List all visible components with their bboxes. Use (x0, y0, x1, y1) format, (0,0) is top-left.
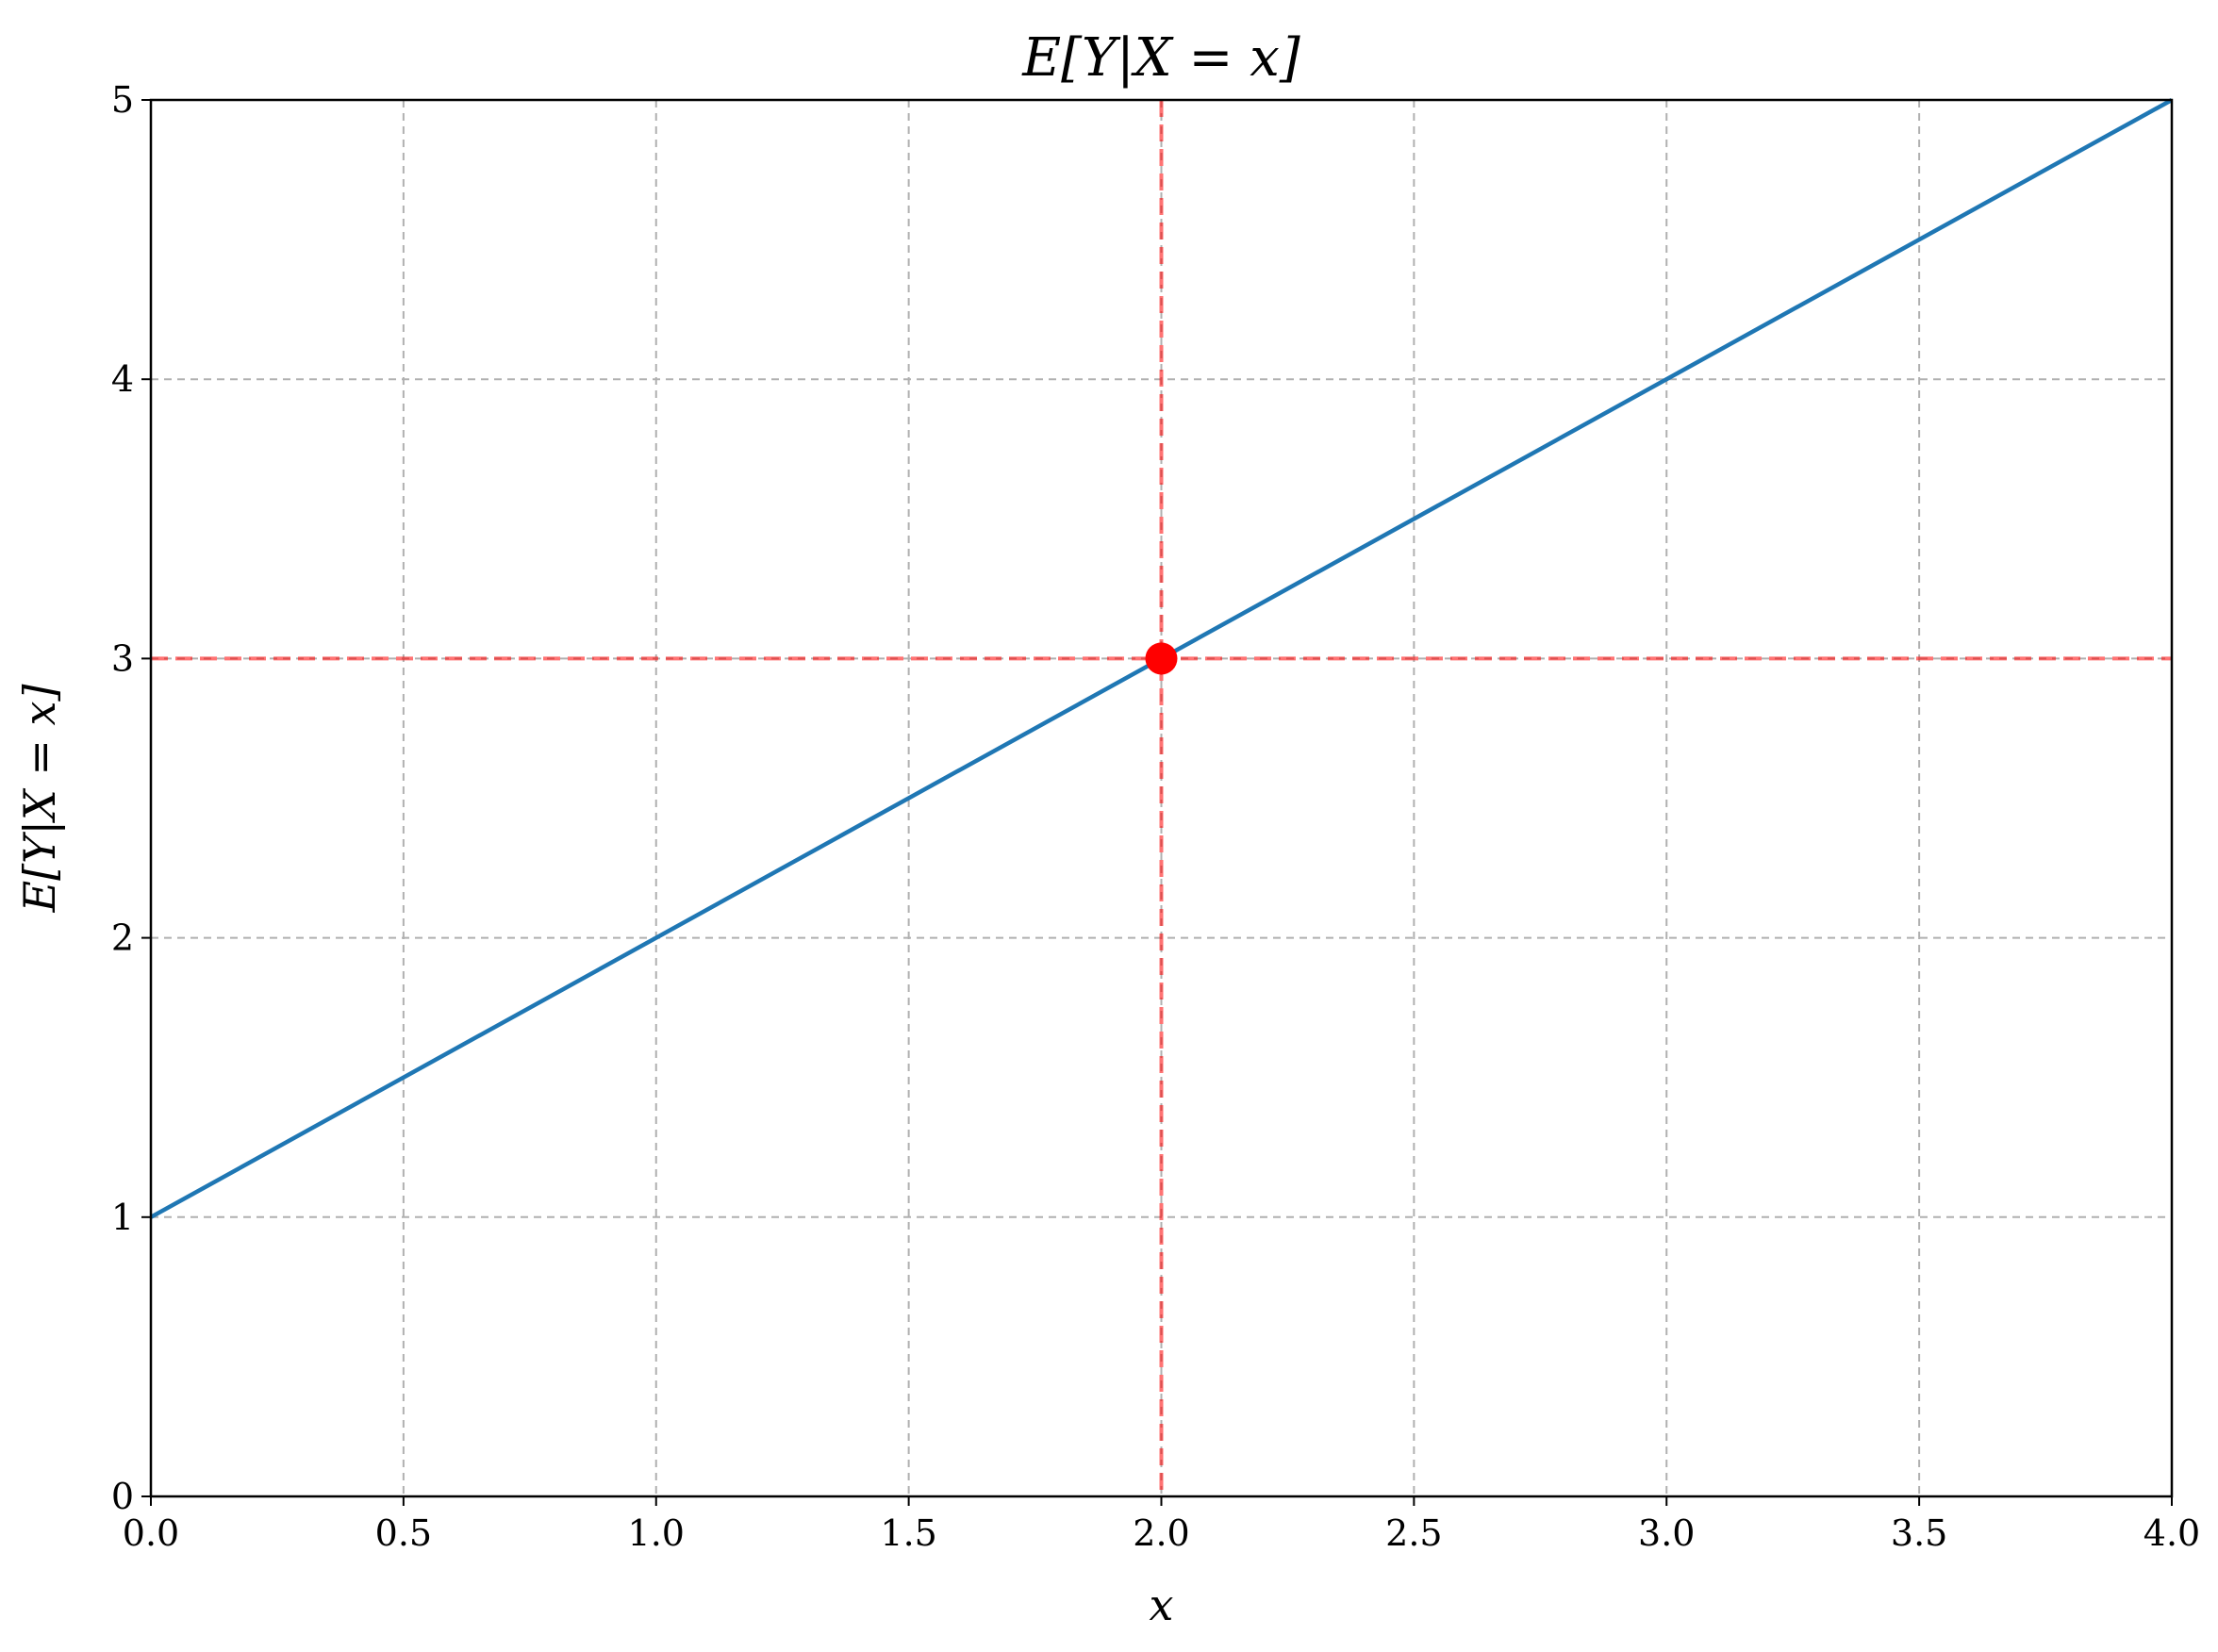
x-tick-label: 1.0 (628, 1512, 685, 1554)
chart-title: E[Y|X = x] (1021, 27, 1300, 89)
x-axis-title: x (1150, 1579, 1174, 1630)
y-axis-title: E[Y|X = x] (14, 685, 65, 914)
x-tick-label: 2.5 (1385, 1512, 1442, 1554)
y-tick-label: 3 (111, 637, 134, 679)
x-tick-label: 2.0 (1133, 1512, 1189, 1554)
x-tick-label: 0.5 (375, 1512, 432, 1554)
highlight-point (1145, 642, 1178, 675)
x-tick-label: 3.0 (1638, 1512, 1695, 1554)
x-tick-label: 3.5 (1891, 1512, 1947, 1554)
y-tick-label: 2 (111, 917, 134, 959)
ticks: 0.0 0.5 1.0 1.5 2.0 2.5 3.0 3.5 4.0 0 1 2 3 4 5 (111, 79, 2200, 1554)
y-tick-label: 0 (111, 1476, 134, 1517)
y-tick-label: 5 (111, 79, 134, 121)
x-tick-label: 1.5 (880, 1512, 936, 1554)
y-tick-label: 4 (111, 358, 134, 400)
x-tick-label: 0.0 (123, 1512, 179, 1554)
y-tick-label: 1 (111, 1197, 134, 1238)
x-tick-label: 4.0 (2144, 1512, 2200, 1554)
highlight-layer (1145, 642, 1178, 675)
